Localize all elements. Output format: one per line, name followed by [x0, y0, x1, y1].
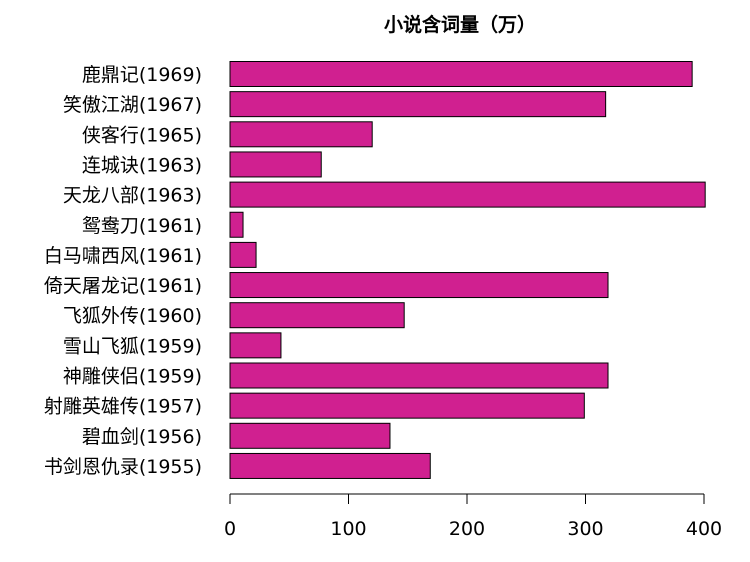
- chart-title: 小说含词量（万）: [384, 13, 536, 36]
- category-label: 飞狐外传(1960): [63, 305, 202, 327]
- bar: [229, 211, 244, 238]
- category-label: 倚天屠龙记(1961): [44, 275, 202, 297]
- bar: [229, 392, 585, 419]
- x-tick-label: 300: [567, 518, 603, 540]
- bar: [229, 422, 391, 449]
- category-label: 侠客行(1965): [82, 124, 202, 146]
- category-label: 书剑恩仇录(1955): [44, 456, 202, 478]
- bars-group: [229, 61, 706, 479]
- category-label: 射雕英雄传(1957): [44, 396, 202, 418]
- category-label: 碧血剑(1956): [82, 426, 202, 448]
- bar: [229, 121, 373, 148]
- x-axis: 0 100 200 300 400: [224, 493, 722, 540]
- category-label: 鹿鼎记(1969): [82, 64, 202, 86]
- category-label: 笑傲江湖(1967): [63, 94, 202, 116]
- x-tick-label: 0: [224, 518, 236, 540]
- category-label: 雪山飞狐(1959): [63, 335, 202, 357]
- bar: [229, 452, 431, 479]
- category-label: 连城诀(1963): [82, 154, 202, 176]
- bar: [229, 332, 282, 359]
- bar: [229, 272, 609, 299]
- bar: [229, 91, 607, 118]
- category-label: 神雕侠侣(1959): [63, 366, 202, 388]
- bar: [229, 362, 609, 389]
- bar: [229, 151, 322, 178]
- bar: [229, 61, 693, 87]
- category-label: 天龙八部(1963): [63, 185, 202, 207]
- category-label: 鸳鸯刀(1961): [82, 215, 202, 237]
- x-tick-label: 200: [449, 518, 485, 540]
- bar: [229, 181, 706, 208]
- x-tick-label: 400: [686, 518, 722, 540]
- category-labels: 鹿鼎记(1969) 笑傲江湖(1967) 侠客行(1965) 连城诀(1963) 天龙八…: [44, 64, 202, 478]
- category-label: 白马啸西风(1961): [44, 245, 202, 267]
- x-tick-label: 100: [330, 518, 366, 540]
- bar: [229, 241, 257, 268]
- bar: [229, 302, 405, 329]
